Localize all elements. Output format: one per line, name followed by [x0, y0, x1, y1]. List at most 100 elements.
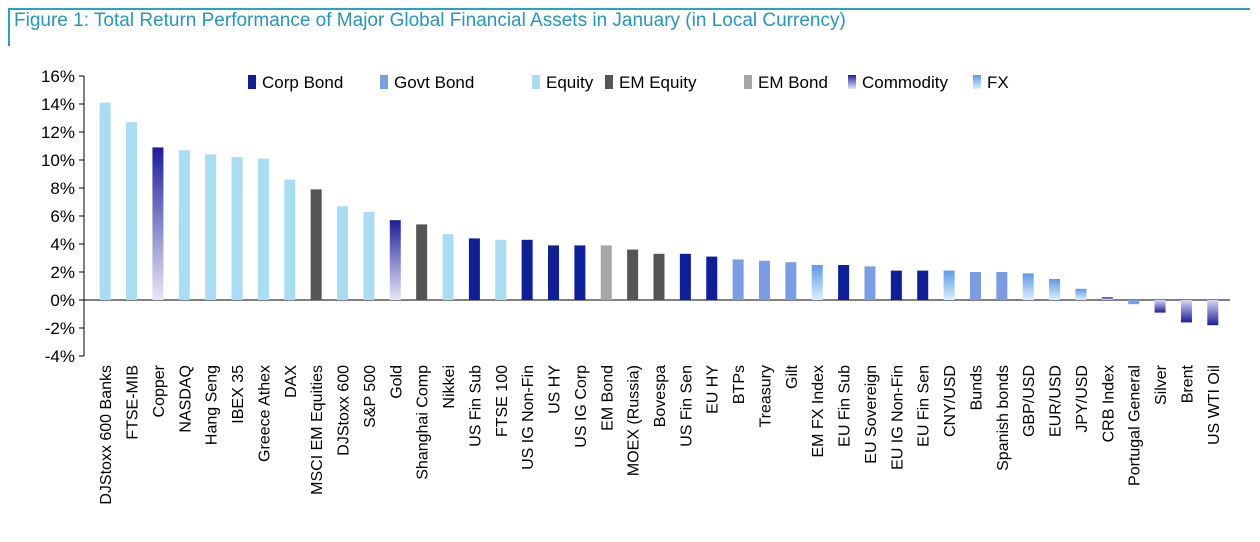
x-tick-label: US IG Non-Fin: [520, 365, 537, 470]
bar: [785, 262, 797, 300]
x-tick-label: MOEX (Russia): [626, 365, 643, 476]
bar: [1207, 300, 1219, 326]
legend-label: Commodity: [862, 73, 948, 92]
y-tick-label: 16%: [41, 67, 75, 86]
x-tick-label: Portugal General: [1127, 365, 1144, 486]
x-axis-labels: DJStoxx 600 Banks FTSE-MIB Copper NASDAQ Han…: [98, 364, 1223, 504]
x-tick-label: IBEX 35: [230, 365, 247, 424]
legend-label: EM Bond: [758, 73, 828, 92]
x-tick-label: JPY/USD: [1074, 365, 1091, 433]
legend-swatch: [248, 75, 256, 89]
bar: [1022, 273, 1034, 300]
x-tick-label: GBP/USD: [1021, 365, 1038, 437]
x-tick-label: DAX: [283, 365, 300, 398]
bar: [284, 179, 296, 300]
bar: [1101, 297, 1113, 300]
x-tick-label: Gilt: [784, 364, 801, 389]
bar: [969, 272, 981, 300]
y-tick-label: 12%: [41, 123, 75, 142]
y-tick-label: 14%: [41, 95, 75, 114]
bar: [548, 245, 560, 300]
bar: [1049, 279, 1061, 300]
bar: [126, 122, 138, 300]
y-tick-label: 10%: [41, 151, 75, 170]
legend-label: Corp Bond: [262, 73, 343, 92]
x-tick-label: Nikkei: [441, 365, 458, 409]
bar: [152, 147, 164, 300]
legend-swatch: [848, 75, 856, 89]
x-tick-label: Bovespa: [652, 365, 669, 427]
y-tick-label: 6%: [50, 207, 75, 226]
legend-swatch: [532, 75, 540, 89]
bar: [1128, 300, 1140, 305]
legend-label: Equity: [546, 73, 594, 92]
y-tick-label: 2%: [50, 263, 75, 282]
bars: [99, 102, 1219, 326]
x-tick-label: DJStoxx 600: [336, 365, 353, 456]
bar: [1075, 288, 1087, 300]
x-tick-label: EM Bond: [599, 365, 616, 431]
x-tick-label: MSCI EM Equities: [309, 365, 326, 495]
x-tick-label: Copper: [151, 364, 168, 417]
x-tick-label: Silver: [1153, 364, 1170, 405]
x-tick-label: Brent: [1179, 364, 1196, 403]
bar: [521, 239, 533, 300]
bar: [890, 270, 902, 300]
bar: [943, 270, 955, 300]
x-tick-label: Gold: [388, 365, 405, 399]
bar: [679, 253, 691, 300]
x-tick-label: US Fin Sen: [678, 365, 695, 447]
y-tick-label: 8%: [50, 179, 75, 198]
y-tick-label: 0%: [50, 291, 75, 310]
y-tick-label: -4%: [45, 347, 75, 366]
bar: [838, 265, 850, 300]
y-tick-label: -2%: [45, 319, 75, 338]
bar: [99, 102, 111, 300]
x-tick-label: CRB Index: [1100, 365, 1117, 442]
x-tick-label: US HY: [547, 365, 564, 414]
x-tick-label: DJStoxx 600 Banks: [98, 365, 115, 505]
x-tick-label: Greece Athex: [256, 365, 273, 462]
bar: [627, 249, 639, 300]
x-tick-label: Bunds: [968, 365, 985, 410]
x-tick-label: Treasury: [757, 365, 774, 428]
bar: [231, 157, 243, 300]
bar: [653, 253, 665, 300]
bar: [257, 158, 269, 300]
bar: [600, 245, 612, 300]
legend-swatch: [605, 75, 613, 89]
legend: Corp Bond Govt Bond Equity EM Equity EM Bond…: [248, 73, 1009, 92]
x-tick-label: BTPs: [731, 365, 748, 404]
x-tick-label: US IG Corp: [573, 365, 590, 448]
bar: [1180, 300, 1192, 323]
x-tick-label: NASDAQ: [177, 365, 194, 433]
x-tick-label: US WTI Oil: [1206, 365, 1223, 445]
bar: [363, 211, 375, 300]
bar: [310, 189, 322, 300]
bar: [732, 259, 744, 300]
bar: [574, 245, 586, 300]
bar: [468, 238, 480, 300]
x-tick-label: EU HY: [705, 365, 722, 414]
x-tick-label: S&P 500: [362, 365, 379, 428]
x-tick-label: FTSE 100: [494, 365, 511, 437]
y-axis: -4% -2% 0% 2% 4% 6% 8% 10% 12% 14% 16%: [41, 67, 1230, 366]
title-frame: [8, 8, 1250, 46]
x-tick-label: FTSE-MIB: [125, 365, 142, 440]
x-tick-label: CNY/USD: [942, 365, 959, 437]
legend-swatch: [973, 75, 981, 89]
x-tick-label: EU Fin Sen: [916, 365, 933, 447]
y-tick-label: 4%: [50, 235, 75, 254]
x-tick-label: EUR/USD: [1048, 365, 1065, 437]
x-tick-label: EU Fin Sub: [837, 365, 854, 447]
bar: [495, 239, 507, 300]
bar: [758, 260, 770, 300]
bar: [205, 154, 217, 300]
x-tick-label: US Fin Sub: [467, 365, 484, 447]
x-tick-label: EU Sovereign: [863, 365, 880, 464]
bar: [864, 266, 876, 300]
bar: [389, 220, 401, 300]
bar: [1154, 300, 1166, 313]
bar: [442, 234, 454, 300]
